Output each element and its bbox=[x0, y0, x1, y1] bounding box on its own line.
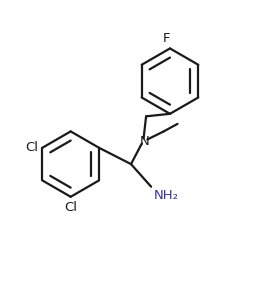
Text: NH₂: NH₂ bbox=[154, 189, 179, 202]
Text: F: F bbox=[162, 33, 170, 45]
Text: N: N bbox=[140, 135, 150, 148]
Text: Cl: Cl bbox=[26, 141, 39, 154]
Text: Cl: Cl bbox=[64, 201, 77, 214]
